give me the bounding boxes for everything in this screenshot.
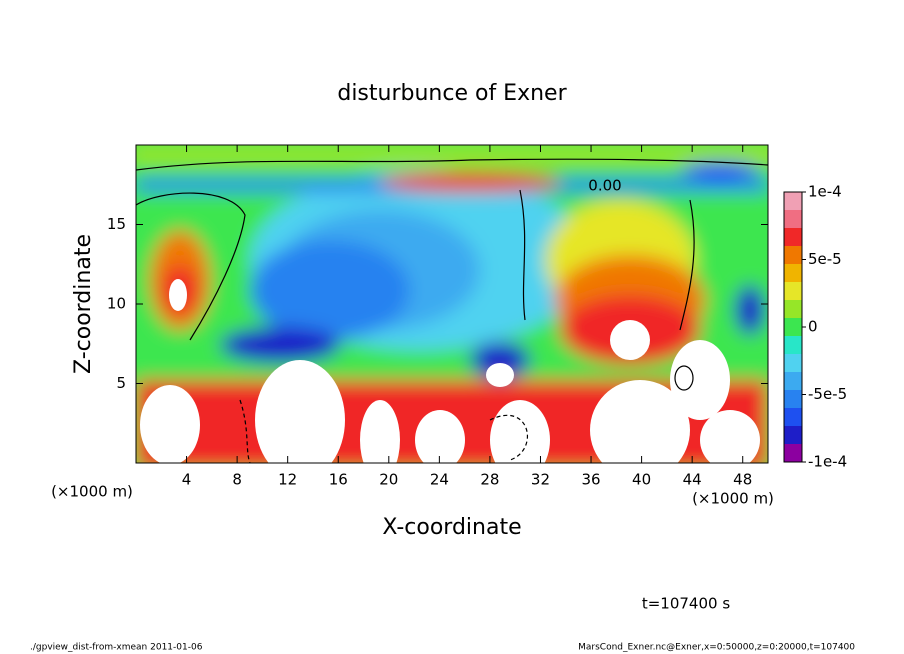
y-unit: (×1000 m) <box>51 483 133 501</box>
time-label: t=107400 s <box>642 595 730 613</box>
colorbar-swatch <box>784 336 802 354</box>
x-tick-label: 24 <box>430 471 449 489</box>
colorbar-tick-label: 0 <box>808 318 818 336</box>
colorbar-tick-label: 5e-5 <box>808 250 842 268</box>
colorbar-swatch <box>784 282 802 300</box>
y-tick-label: 5 <box>116 374 126 392</box>
x-tick-label: 28 <box>480 471 499 489</box>
y-tick-label: 10 <box>107 295 126 313</box>
footer-left: ./gpview_dist-from-xmean 2011-01-06 <box>30 643 203 653</box>
colorbar-swatch <box>784 210 802 228</box>
colorbar-swatch <box>784 246 802 264</box>
colorbar-swatch <box>784 192 802 210</box>
chart-title: disturbunce of Exner <box>337 81 567 106</box>
colorbar-tick-label: -1e-4 <box>808 453 847 471</box>
contour-label: 0.00 <box>588 177 621 195</box>
x-tick-label: 40 <box>632 471 651 489</box>
colorbar-tick-label: 1e-4 <box>808 183 842 201</box>
x-tick-label: 48 <box>733 471 752 489</box>
colorbar-swatch <box>784 300 802 318</box>
x-axis-label: X-coordinate <box>382 515 521 540</box>
colorbar-swatch <box>784 408 802 426</box>
x-tick-label: 4 <box>182 471 192 489</box>
x-tick-label: 12 <box>278 471 297 489</box>
colorbar-swatch <box>784 390 802 408</box>
colorbar-swatch <box>784 426 802 444</box>
colorbar-tick-label: -5e-5 <box>808 385 847 403</box>
colorbar-swatch <box>784 318 802 336</box>
contour-field <box>136 145 768 463</box>
x-tick-label: 44 <box>683 471 702 489</box>
colorbar-swatch <box>784 228 802 246</box>
x-tick-label: 8 <box>232 471 242 489</box>
x-tick-label: 36 <box>581 471 600 489</box>
colorbar-swatch <box>784 354 802 372</box>
y-axis-label: Z-coordinate <box>71 234 96 374</box>
y-tick-label: 15 <box>107 215 126 233</box>
x-tick-label: 16 <box>329 471 348 489</box>
footer-right: MarsCond_Exner.nc@Exner,x=0:50000,z=0:20… <box>578 643 855 653</box>
x-unit: (×1000 m) <box>692 490 774 508</box>
colorbar-swatch <box>784 372 802 390</box>
colorbar-swatch <box>784 444 802 462</box>
colorbar-swatch <box>784 264 802 282</box>
x-tick-label: 20 <box>379 471 398 489</box>
x-tick-label: 32 <box>531 471 550 489</box>
